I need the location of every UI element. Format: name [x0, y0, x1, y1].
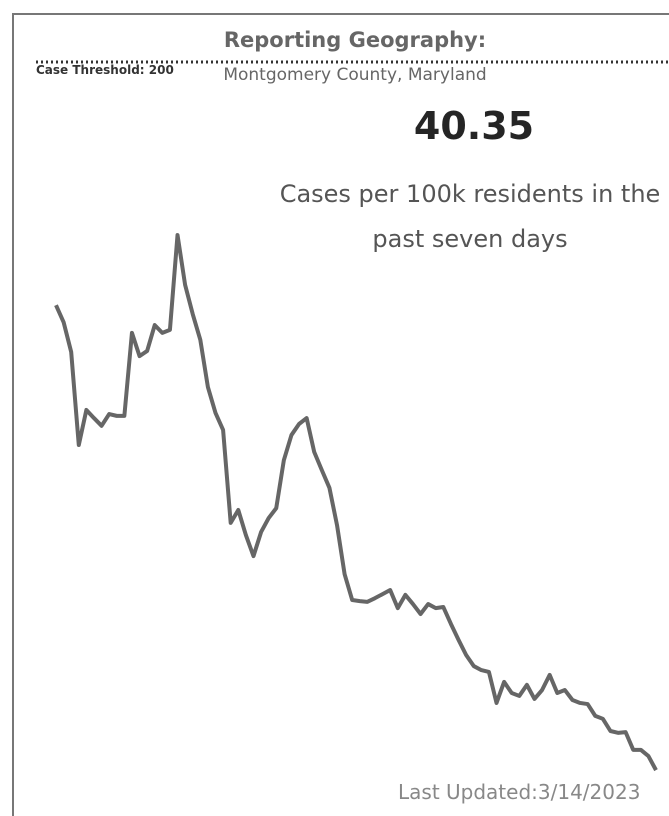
kpi-value: 40.35: [413, 104, 535, 148]
footer: Last Updated:3/14/2023: [398, 780, 641, 804]
threshold-text: Case Threshold:: [36, 63, 145, 77]
series-line: [54, 233, 658, 772]
title: Reporting Geography:: [223, 28, 487, 52]
threshold-label: Case Threshold: 200: [36, 63, 174, 77]
threshold-value: 200: [148, 63, 174, 77]
subtitle: Montgomery County, Maryland: [223, 65, 487, 85]
kpi-label: Cases per 100k residents in the past sev…: [279, 180, 661, 253]
card-border: [12, 13, 669, 816]
